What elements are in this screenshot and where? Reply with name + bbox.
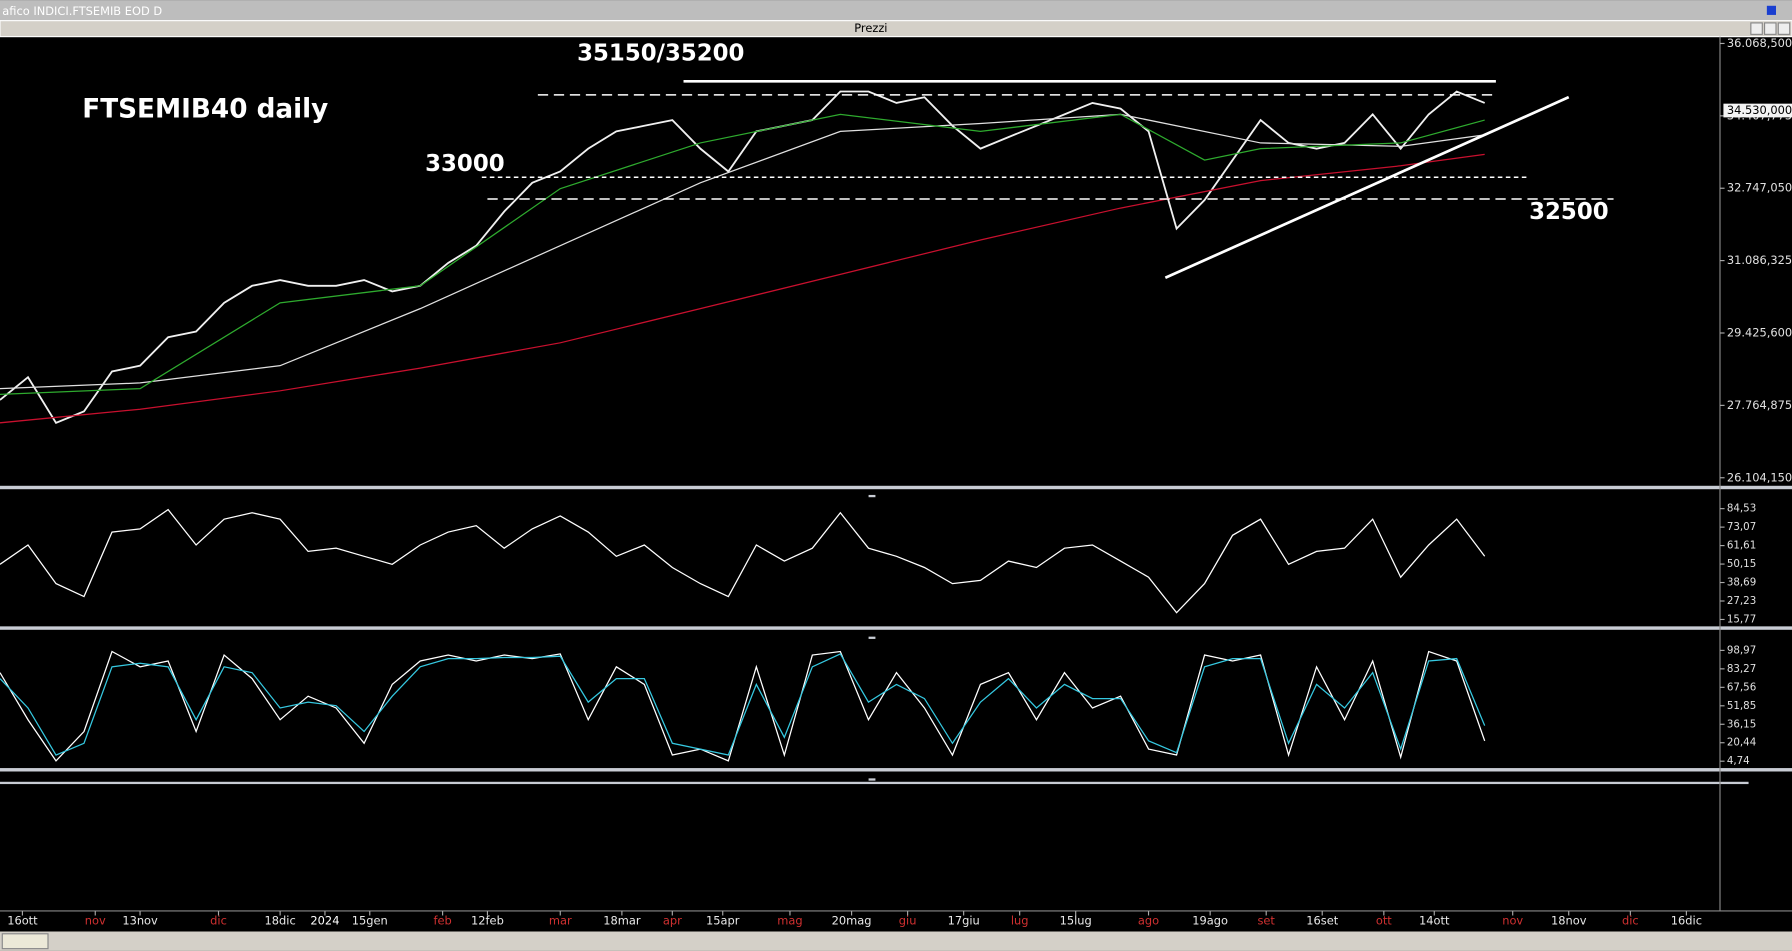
series-line (0, 153, 1485, 424)
panel-separators (0, 485, 1792, 785)
x-tick-label: 19ago (1192, 914, 1228, 928)
window-icon[interactable] (1766, 5, 1776, 15)
y-tick-label: 29.425,6000 (1727, 325, 1792, 339)
status-bar (0, 931, 1792, 951)
y-tick-label: 51,85 (1727, 700, 1756, 712)
x-tick-label: mag (777, 914, 802, 928)
y-tick-label: 61,61 (1727, 540, 1756, 552)
x-tick-label: 2024 (310, 914, 339, 928)
x-tick-label: 15lug (1060, 914, 1092, 928)
x-tick-label: feb (433, 914, 451, 928)
x-tick-label: ott (1376, 914, 1392, 928)
y-tick-label: 26.104,1500 (1727, 470, 1792, 484)
y-tick-label: 27,23 (1727, 595, 1756, 607)
x-tick-label: 14ott (1419, 914, 1450, 928)
x-tick-label: 18nov (1551, 914, 1587, 928)
series-line (0, 653, 1486, 756)
y-tick-label: 36.068,5000 (1727, 36, 1792, 50)
y-tick-label: 38,69 (1727, 577, 1756, 589)
y-tick-label: 50,15 (1727, 558, 1756, 570)
y-tick-label: 98,97 (1727, 644, 1756, 656)
level-label: 32500 (1529, 199, 1608, 225)
y-tick-label: 20,44 (1727, 737, 1756, 749)
y-tick-label: 4,74 (1727, 755, 1750, 767)
series-line (0, 113, 1485, 395)
x-tick-label: dic (1622, 914, 1639, 928)
window-buttons[interactable] (1750, 22, 1791, 35)
panel-title: Prezzi (854, 21, 887, 35)
y-tick-label: 15,77 (1727, 613, 1756, 625)
y-tick-label: 73,07 (1727, 521, 1756, 533)
x-tick-label: 16set (1306, 914, 1338, 928)
level-label: 33000 (425, 151, 504, 177)
x-tick-label: apr (663, 914, 682, 928)
y-tick-label: 83,27 (1727, 663, 1756, 675)
y-tick-label: 67,56 (1727, 681, 1756, 693)
x-tick-label: mar (549, 914, 572, 928)
x-tick-label: 17giu (948, 914, 980, 928)
annotation: FTSEMIB40 daily (82, 94, 328, 124)
series-line (0, 508, 1486, 614)
x-tick-label: 18dic (265, 914, 296, 928)
x-tick-label: set (1257, 914, 1275, 928)
x-tick-label: 16dic (1671, 914, 1702, 928)
x-tick-label: 18mar (603, 914, 641, 928)
x-tick-label: giu (899, 914, 917, 928)
title-bar (0, 0, 1792, 21)
x-tick-label: 16ott (7, 914, 38, 928)
trend-line (1164, 95, 1570, 280)
x-tick-label: 13nov (122, 914, 158, 928)
series-line (0, 113, 1485, 390)
last-price-label: 34.530,0000 (1727, 103, 1792, 117)
x-tick-label: 15gen (352, 914, 388, 928)
series-line (0, 650, 1486, 762)
y-tick-label: 27.764,8750 (1727, 398, 1792, 412)
level-label: 35150/35200 (577, 40, 744, 66)
x-tick-label: ago (1138, 914, 1159, 928)
y-tick-label: 32.747,0501 (1727, 181, 1792, 195)
x-tick-label: 12feb (471, 914, 504, 928)
window-title: afico INDICI.FTSEMIB EOD D (2, 4, 162, 18)
y-tick-label: 31.086,3250 (1727, 253, 1792, 267)
y-tick-label: 36,15 (1727, 718, 1756, 730)
x-tick-label: 15apr (706, 914, 740, 928)
x-tick-label: nov (85, 914, 106, 928)
panel-header (0, 20, 1792, 38)
last-price-box (1723, 103, 1792, 118)
y-tick-label: 84,53 (1727, 503, 1756, 515)
x-tick-label: lug (1011, 914, 1029, 928)
x-tick-label: dic (210, 914, 227, 928)
sheet-tab[interactable] (1, 933, 49, 950)
x-tick-label: nov (1502, 914, 1523, 928)
x-tick-label: 20mag (832, 914, 872, 928)
